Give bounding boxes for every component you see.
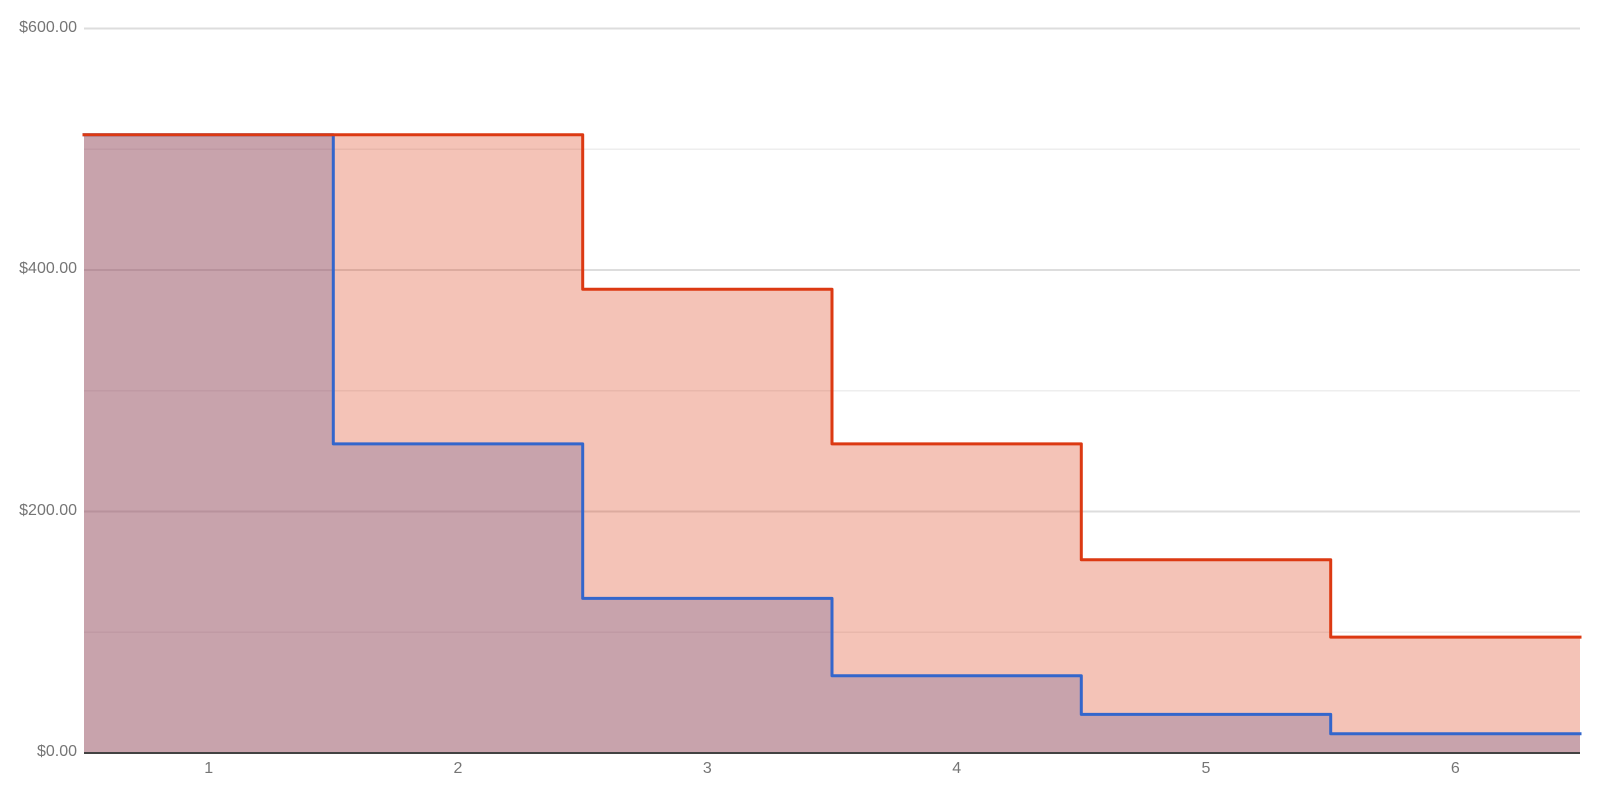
y-tick-label: $600.00 xyxy=(19,18,77,36)
y-tick-label: $400.00 xyxy=(19,260,77,277)
x-tick-label: 3 xyxy=(702,760,712,777)
x-tick-label: 5 xyxy=(1201,760,1211,777)
blue-series-fill xyxy=(84,134,1580,754)
blue-series-line xyxy=(82,133,1582,736)
x-tick-label: 2 xyxy=(453,760,463,777)
x-tick-label: 1 xyxy=(204,760,214,777)
y-tick-label: $200.00 xyxy=(19,501,77,519)
y-tick-label: $0.00 xyxy=(36,743,77,760)
red-series-line xyxy=(82,133,1582,639)
x-tick-label: 4 xyxy=(952,760,962,777)
x-tick-label: 6 xyxy=(1450,760,1460,777)
